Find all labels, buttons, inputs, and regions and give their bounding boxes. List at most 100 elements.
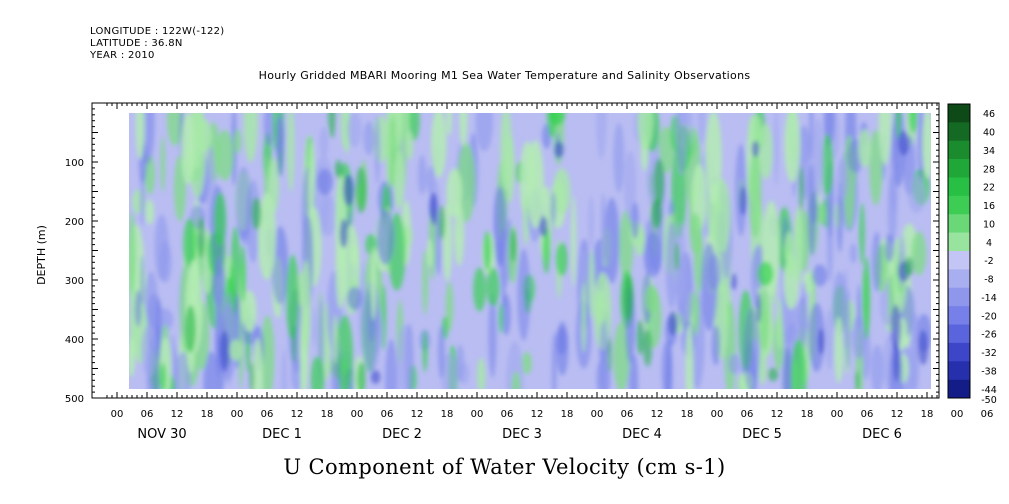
colorbar-bin (948, 361, 970, 380)
field-blob (870, 344, 884, 389)
field-blob (386, 113, 391, 188)
field-blob (213, 192, 227, 247)
field-blob (517, 248, 531, 341)
y-tick-label: 500 (65, 394, 84, 405)
colorbar-bin (948, 122, 970, 142)
field-blob (808, 302, 825, 372)
field-blob (600, 320, 608, 389)
field-blob (347, 113, 362, 148)
y-tick-label: 400 (65, 335, 84, 346)
x-hour-tick-label: 12 (171, 409, 184, 420)
field-blob (285, 254, 300, 340)
colorbar-frame (947, 103, 971, 399)
field-blob (319, 126, 329, 159)
field-blob (350, 243, 359, 267)
colorbar-level-label: -20 (981, 311, 997, 322)
field-blob (888, 273, 894, 317)
colorbar-level-label: 16 (983, 201, 995, 212)
field-blob (376, 209, 395, 265)
field-blob (260, 315, 275, 389)
field-blob (459, 113, 468, 147)
field-blob (862, 256, 871, 340)
field-core (898, 130, 910, 156)
field-blob (849, 243, 858, 264)
field-core (430, 192, 438, 226)
field-blob (556, 242, 568, 276)
field-blob (631, 202, 639, 239)
field-blob (316, 168, 334, 196)
colorbar-bin (948, 342, 970, 362)
field-blob (473, 267, 486, 312)
x-hour-tick-label: 06 (981, 409, 994, 420)
field-blob (527, 140, 544, 229)
field-blob (263, 113, 275, 147)
field-blob (160, 136, 166, 192)
x-hour-tick-label: 06 (381, 409, 394, 420)
colorbar-level-label: -38 (981, 366, 997, 377)
field-blob (235, 167, 252, 241)
colorbar-level-label: 10 (983, 219, 995, 230)
field-blob (907, 175, 926, 214)
date-label: DEC 5 (742, 427, 782, 442)
field-blob (446, 113, 452, 136)
field-blob (551, 331, 557, 389)
field-blob (310, 356, 325, 389)
field-blob (134, 289, 142, 327)
field-blob (776, 297, 783, 351)
latitude-label: LATITUDE : 36.8N (90, 38, 183, 49)
field-blob (911, 231, 927, 276)
field-blob (790, 339, 807, 389)
field-blob (141, 325, 158, 377)
field-core (185, 305, 196, 353)
field-core (197, 216, 206, 259)
field-blob (215, 130, 234, 181)
field-blob (427, 238, 433, 268)
field-blob (757, 261, 774, 286)
field-blob (437, 325, 445, 379)
field-blob (396, 324, 412, 389)
field-blob (488, 292, 497, 378)
field-blob (801, 280, 807, 350)
field-blob (884, 233, 894, 263)
field-blob (859, 202, 865, 265)
colorbar-level-label: -26 (981, 330, 997, 341)
field-blob (181, 113, 195, 185)
field-core (668, 311, 678, 336)
field-blob (287, 113, 295, 192)
x-hour-tick-label: 06 (261, 409, 274, 420)
field-core (636, 319, 645, 355)
field-blob (689, 213, 702, 255)
x-hour-tick-label: 18 (201, 409, 214, 420)
field-blob (619, 210, 634, 281)
colorbar-bin (948, 177, 970, 197)
field-blob (887, 174, 898, 245)
colorbar-level-label: -14 (981, 293, 997, 304)
field-blob (871, 231, 882, 292)
x-hour-tick-label: 00 (231, 409, 244, 420)
field-blob (793, 206, 803, 283)
colorbar-level-label: -44 (981, 385, 997, 396)
field-blob (511, 371, 521, 389)
field-blob (385, 339, 398, 389)
field-blob (308, 141, 314, 230)
field-blob (553, 168, 571, 215)
colorbar-level-label: -2 (984, 256, 993, 267)
field-core (510, 229, 517, 263)
field-blob (643, 232, 662, 278)
field-blob (183, 218, 197, 269)
x-hour-tick-label: 00 (591, 409, 604, 420)
date-label: DEC 6 (862, 427, 902, 442)
field-blob (454, 202, 465, 267)
field-core (730, 273, 737, 291)
field-blob (542, 227, 551, 274)
field-blob (320, 195, 337, 236)
field-blob (613, 321, 630, 389)
field-blob (832, 271, 847, 338)
x-hour-tick-label: 00 (351, 409, 364, 420)
colorbar-level-label: 46 (983, 109, 995, 120)
field-blobs (129, 113, 931, 389)
field-blob (243, 113, 258, 163)
field-core (539, 216, 548, 237)
field-blob (701, 242, 718, 331)
field-blob (363, 121, 376, 156)
